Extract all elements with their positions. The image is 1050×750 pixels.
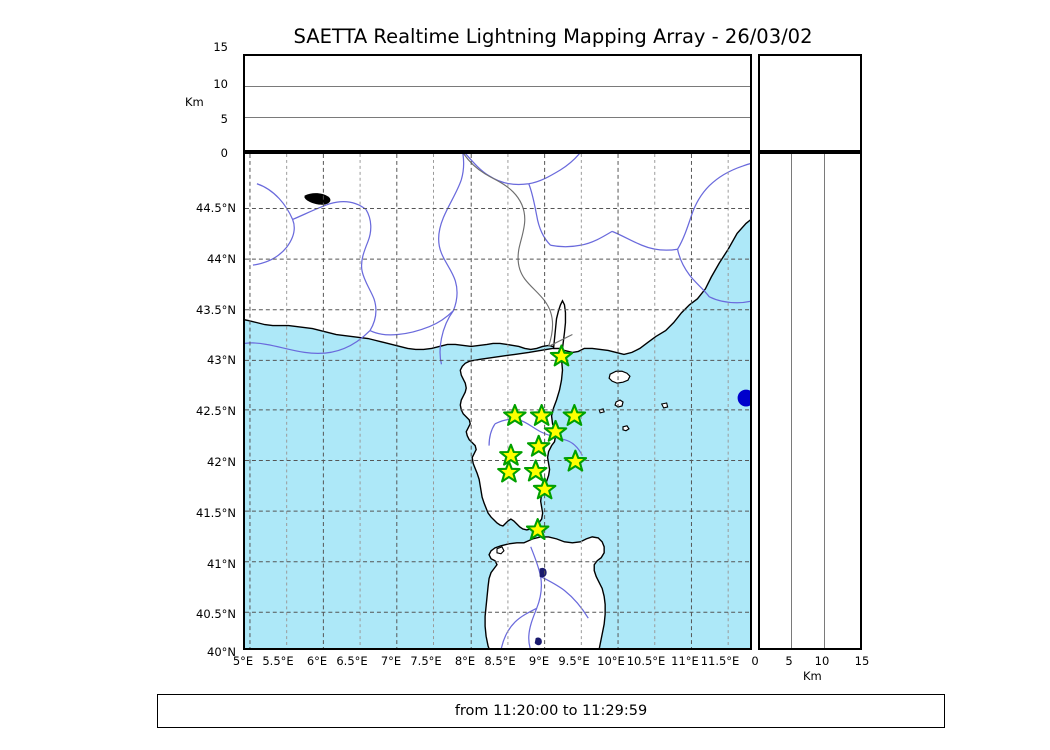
- xtick-dist-0: 0: [751, 654, 759, 668]
- page-title: SAETTA Realtime Lightning Mapping Array …: [293, 25, 813, 48]
- lakes: [304, 193, 547, 646]
- land-asinara: [496, 546, 505, 555]
- ytick-lat-43: 43°N: [207, 353, 236, 367]
- xtick-lon-11: 11°E: [671, 654, 699, 668]
- xtick-lon-9: 9°E: [528, 654, 550, 668]
- axis-label-altitude-km: Km: [185, 95, 204, 109]
- xtick-lon-5: 5°E: [232, 654, 254, 668]
- panel-altitude-vs-distance[interactable]: [758, 54, 862, 152]
- lake-sardinia-1: [539, 567, 547, 578]
- panel-altitude-vs-longitude[interactable]: [243, 54, 752, 152]
- ytick-alt-0: 0: [220, 146, 228, 160]
- time-range-text: from 11:20:00 to 11:29:59: [454, 703, 648, 719]
- land-capraia: [614, 399, 624, 408]
- xtick-lon-9-5: 9.5°E: [558, 654, 590, 668]
- panel-latitude-vs-distance[interactable]: [758, 152, 862, 650]
- land-montecristo: [622, 425, 630, 432]
- national-borders: [463, 154, 573, 347]
- gridline-dist-10: [824, 154, 825, 648]
- ytick-alt-5: 5: [220, 112, 228, 126]
- xtick-lon-7: 7°E: [380, 654, 402, 668]
- ytick-lat-40-5: 40.5°N: [196, 607, 236, 621]
- xtick-lon-10: 10°E: [597, 654, 625, 668]
- xtick-dist-5: 5: [785, 654, 793, 668]
- lake-leman: [304, 193, 331, 205]
- xtick-lon-11-5: 11.5°E: [700, 654, 740, 668]
- ytick-lat-42: 42°N: [207, 455, 236, 469]
- xtick-lon-8-5: 8.5°E: [484, 654, 516, 668]
- gridline-alt-10: [245, 86, 750, 87]
- ytick-lat-42-5: 42.5°N: [196, 404, 236, 418]
- ytick-lat-41-5: 41.5°N: [196, 506, 236, 520]
- xtick-lon-6: 6°E: [306, 654, 328, 668]
- xtick-lon-6-5: 6.5°E: [336, 654, 368, 668]
- grid-minor: [286, 154, 729, 648]
- ytick-lat-43-5: 43.5°N: [196, 303, 236, 317]
- xtick-lon-10-5: 10.5°E: [626, 654, 666, 668]
- land-continental-europe: [245, 154, 750, 356]
- axis-label-distance-km: Km: [803, 669, 822, 683]
- land-corsica: [459, 347, 564, 531]
- ytick-lat-44-5: 44.5°N: [196, 201, 236, 215]
- source-marker-1: [737, 389, 750, 407]
- ytick-lat-40: 40°N: [207, 645, 236, 659]
- xtick-dist-10: 10: [814, 654, 830, 668]
- source-markers: [737, 389, 750, 407]
- gridline-alt-5: [245, 117, 750, 118]
- xtick-lon-8: 8°E: [454, 654, 476, 668]
- land-elba: [608, 370, 631, 384]
- lake-sardinia-2: [534, 637, 542, 646]
- map-canvas: [245, 154, 750, 648]
- xtick-lon-5-5: 5.5°E: [262, 654, 294, 668]
- landmasses: [245, 154, 750, 648]
- ytick-lat-44: 44°N: [207, 252, 236, 266]
- map-panel-lat-lon[interactable]: [243, 152, 752, 650]
- land-giglio: [660, 402, 669, 409]
- gridline-dist-5: [791, 154, 792, 648]
- ytick-alt-15: 15: [213, 40, 228, 54]
- xtick-dist-15: 15: [854, 654, 870, 668]
- status-bar[interactable]: from 11:20:00 to 11:29:59: [157, 694, 945, 728]
- ytick-lat-41: 41°N: [207, 557, 236, 571]
- grid-major: [245, 154, 750, 648]
- ytick-alt-10: 10: [213, 77, 228, 91]
- xtick-lon-7-5: 7.5°E: [410, 654, 442, 668]
